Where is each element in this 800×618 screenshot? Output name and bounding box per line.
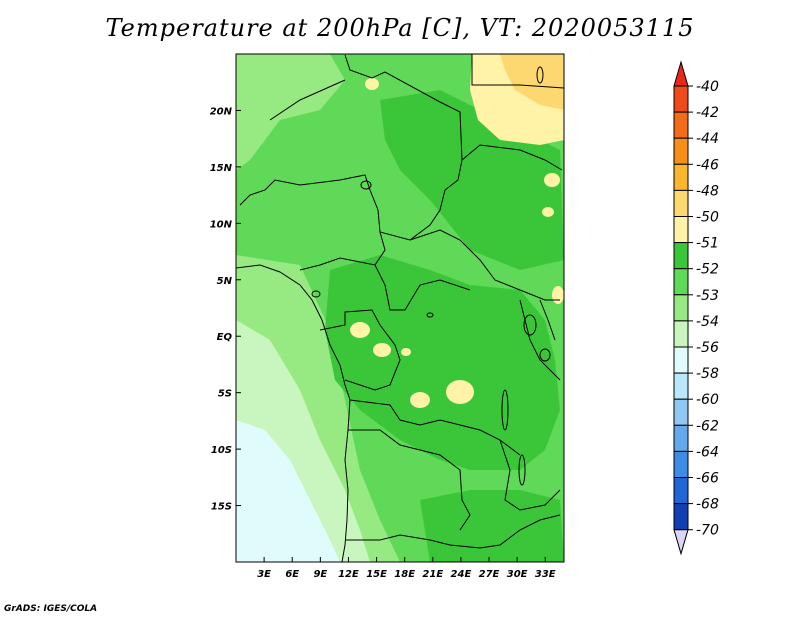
- x-tick-label: 33E: [535, 569, 556, 580]
- y-tick-label: 15S: [211, 502, 232, 513]
- colorbar-label: -64: [696, 444, 719, 460]
- x-tick-label: 3E: [257, 569, 271, 580]
- x-axis: 3E 6E 9E 12E 15E 18E 21E 24E 27E 30E 33E: [257, 557, 556, 580]
- colorbar-bin: [673, 189, 689, 217]
- y-tick-label: EQ: [217, 332, 233, 343]
- field-warm-spot-2: [410, 392, 430, 408]
- colorbar-label: -52: [696, 262, 719, 278]
- colorbar-bin: [673, 346, 689, 374]
- colorbar-bin: [673, 450, 689, 478]
- field-warm-spot-9: [401, 348, 411, 356]
- field-warm-spot-7: [542, 207, 554, 217]
- colorbar-bottom-triangle: [673, 529, 689, 556]
- colorbar-bin: [673, 424, 689, 452]
- colorbar-top-triangle: [673, 60, 689, 87]
- x-tick-label: 12E: [338, 569, 359, 580]
- field-warm-spot-1: [446, 380, 474, 404]
- field-warm-spot-6: [544, 173, 560, 187]
- x-tick-label: 30E: [507, 569, 528, 580]
- colorbar-label: -56: [696, 340, 719, 356]
- x-tick-label: 9E: [313, 569, 327, 580]
- y-tick-label: 15N: [210, 163, 233, 174]
- x-tick-label: 24E: [451, 569, 472, 580]
- field-orange-northeast: [500, 54, 564, 110]
- colorbar-label: -60: [696, 392, 719, 408]
- colorbar-bin: [673, 163, 689, 191]
- colorbar: -40 -42 -44 -46 -48 -50 -51 -52 -53 -54 -56 -58 -60 -…: [673, 60, 719, 556]
- field-warm-spot-8: [552, 286, 564, 304]
- y-tick-label: 20N: [210, 106, 233, 117]
- x-tick-label: 18E: [394, 569, 415, 580]
- lakes: [311, 66, 551, 486]
- credit-label: GrADS: IGES/COLA: [4, 604, 98, 614]
- colorbar-bin: [673, 242, 689, 270]
- colorbar-label: -68: [696, 497, 719, 513]
- map-panel: 3E 6E 9E 12E 15E 18E 21E 24E 27E 30E 33E 20N 15N 10N…: [210, 53, 565, 580]
- y-tick-label: 5S: [218, 389, 232, 400]
- field-dark-green-southeast: [420, 490, 564, 562]
- colorbar-bin: [673, 111, 689, 139]
- field-warm-spot-4: [373, 343, 391, 357]
- colorbar-label: -51: [696, 236, 719, 252]
- colorbar-label: -58: [696, 366, 719, 382]
- colorbar-label: -70: [696, 523, 719, 539]
- y-tick-label: 10S: [211, 445, 232, 456]
- colorbar-bin: [673, 137, 689, 165]
- y-axis: 20N 15N 10N 5N EQ 5S 10S 15S: [210, 106, 241, 513]
- colorbar-label: -62: [696, 418, 719, 434]
- field-dark-green-central: [325, 255, 560, 470]
- colorbar-label: -48: [696, 183, 719, 199]
- y-tick-label: 5N: [217, 276, 233, 287]
- colorbar-bin: [673, 398, 689, 426]
- colorbar-bin: [673, 477, 689, 505]
- colorbar-bin: [673, 320, 689, 348]
- field-warm-spot-5: [365, 78, 379, 90]
- field-ocean-pale: [236, 420, 340, 562]
- colorbar-bin: [673, 268, 689, 296]
- colorbar-bin: [673, 372, 689, 400]
- x-tick-label: 15E: [366, 569, 387, 580]
- colorbar-label: -50: [696, 210, 719, 226]
- field-northwest-lighter: [236, 54, 345, 170]
- field-warm-spot-3: [350, 322, 370, 338]
- colorbar-bin: [673, 85, 689, 113]
- x-tick-label: 27E: [479, 569, 500, 580]
- colorbar-label: -66: [696, 471, 719, 487]
- x-tick-label: 6E: [285, 569, 299, 580]
- colorbar-label: -44: [696, 131, 719, 147]
- colorbar-label: -40: [696, 79, 719, 95]
- colorbar-bin: [673, 503, 689, 531]
- colorbar-bin: [673, 294, 689, 322]
- map-frame: [235, 53, 565, 563]
- colorbar-label: -46: [696, 157, 719, 173]
- colorbar-label: -54: [696, 314, 719, 330]
- y-tick-label: 10N: [210, 219, 233, 230]
- colorbar-label: -42: [696, 105, 719, 121]
- country-borders: [236, 54, 564, 562]
- colorbar-label: -53: [696, 288, 719, 304]
- temperature-field: [236, 54, 564, 562]
- colorbar-bin: [673, 216, 689, 244]
- x-tick-label: 21E: [422, 569, 443, 580]
- chart-title: Temperature at 200hPa [C], VT: 202005311…: [105, 14, 695, 42]
